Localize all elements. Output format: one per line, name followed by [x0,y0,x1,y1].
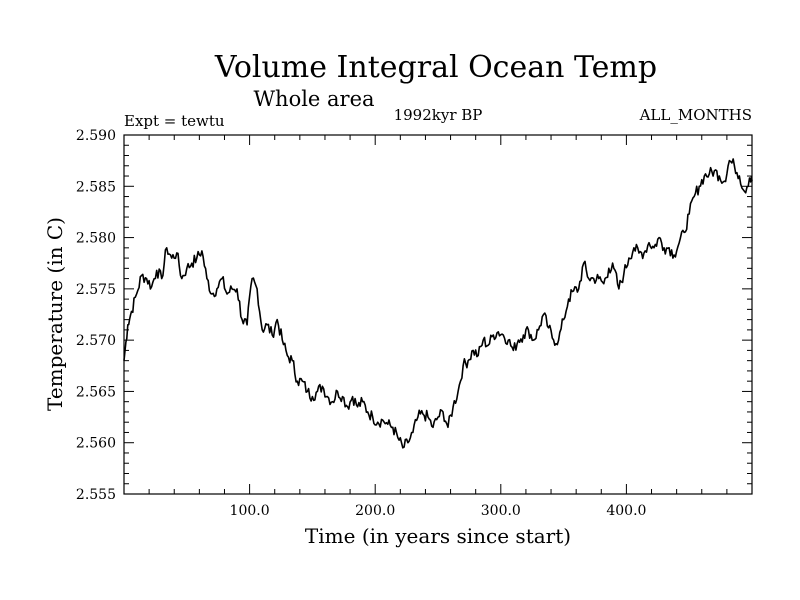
x-tick-label: 300.0 [481,503,521,519]
x-tick-label: 400.0 [606,503,646,519]
y-tick-label: 2.565 [76,384,116,400]
tick-labels: 100.0 200.0 300.0 400.0 2.555 2.560 2.565 2.570… [76,128,647,519]
chart-subtitle: Whole area [253,87,374,111]
x-tick-label: 100.0 [230,503,270,519]
months-label: ALL_MONTHS [639,106,752,124]
x-axis-label: Time (in years since start) [305,524,571,548]
temperature-series-line [123,158,753,449]
y-tick-label: 2.560 [76,436,116,452]
period-label: 1992kyr BP [394,106,483,124]
y-tick-label: 2.570 [76,333,116,349]
y-tick-label: 2.555 [76,487,116,503]
y-tick-label: 2.590 [76,128,116,144]
y-tick-label: 2.575 [76,282,116,298]
experiment-label: Expt = tewtu [124,112,225,130]
x-tick-label: 200.0 [355,503,395,519]
y-axis-label: Temperature (in C) [43,217,67,411]
y-tick-label: 2.585 [76,179,116,195]
chart-title: Volume Integral Ocean Temp [214,50,657,85]
ticks [124,135,752,494]
plot-frame [123,134,753,495]
y-tick-label: 2.580 [76,231,116,247]
